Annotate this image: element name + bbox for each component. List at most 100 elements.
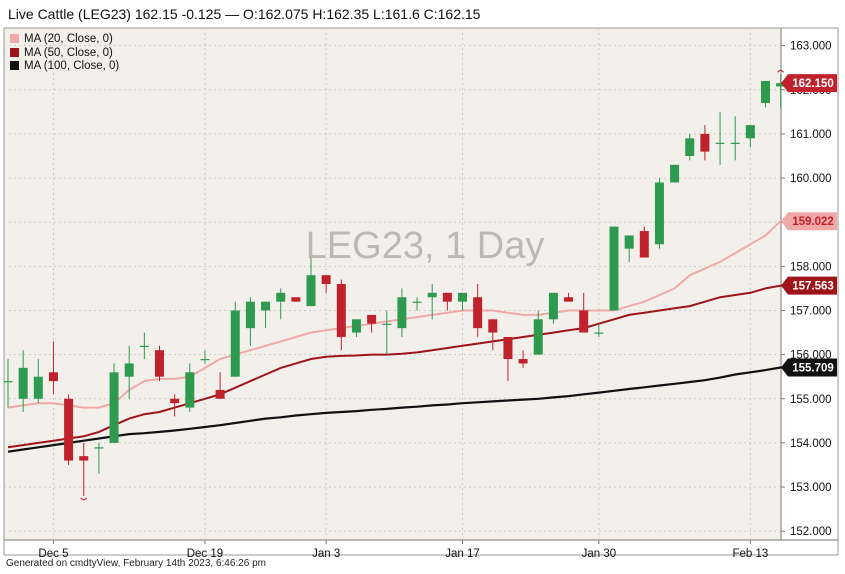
candle-body[interactable] — [427, 292, 437, 298]
price-badge-bg — [781, 212, 837, 231]
ma50-line — [7, 284, 797, 449]
candle-body[interactable] — [79, 456, 89, 461]
candle-body[interactable] — [685, 138, 695, 156]
candle-body[interactable] — [321, 275, 331, 284]
y-tick-label: 160.000 — [790, 173, 832, 185]
candle-body[interactable] — [412, 301, 422, 303]
candle-body[interactable] — [230, 310, 240, 377]
legend-swatch — [10, 61, 19, 70]
legend-swatch — [10, 47, 19, 57]
plot-area[interactable] — [4, 28, 781, 540]
candle-body[interactable] — [185, 372, 195, 408]
candle-body[interactable] — [503, 336, 513, 360]
candle-body[interactable] — [700, 133, 710, 152]
candle-body[interactable] — [609, 226, 619, 311]
candle-body[interactable] — [48, 372, 58, 382]
candle-body[interactable] — [473, 297, 483, 329]
x-tick-label: Jan 30 — [582, 548, 617, 560]
x-tick-label: Jan 3 — [312, 548, 340, 560]
candle-body[interactable] — [397, 297, 407, 329]
y-tick-label: 158.000 — [790, 261, 832, 273]
candle-body[interactable] — [639, 231, 649, 258]
candle-body[interactable] — [564, 297, 574, 302]
candle-body[interactable] — [382, 323, 392, 325]
candle-body[interactable] — [715, 142, 725, 144]
candle-body[interactable] — [155, 350, 164, 377]
candle-body[interactable] — [291, 297, 301, 302]
instrument-title: Live Cattle (LEG23) — [8, 6, 131, 22]
price-badge-label: 159.022 — [792, 216, 834, 228]
candle-body[interactable] — [261, 301, 271, 311]
candle-body[interactable] — [170, 398, 180, 404]
price-badge-label: 155.709 — [792, 362, 834, 374]
price-badge-label: 157.563 — [792, 281, 834, 293]
candle-body[interactable] — [367, 314, 377, 324]
low-marker — [80, 497, 88, 501]
legend-item[interactable]: MA (20, Close, 0) — [10, 33, 113, 45]
candle-body[interactable] — [245, 301, 255, 329]
high-marker — [777, 69, 785, 73]
candle-body[interactable] — [548, 292, 558, 320]
candle-body[interactable] — [276, 292, 286, 302]
legend-swatch — [10, 34, 19, 43]
candle-body[interactable] — [33, 376, 43, 399]
footer-text: Generated on cmdtyView, February 14th 20… — [6, 558, 266, 569]
x-tick-label: Dec 5 — [38, 548, 68, 560]
y-tick-label: 161.000 — [790, 129, 832, 141]
candle-body[interactable] — [139, 345, 149, 347]
price-badge-bg — [781, 74, 837, 93]
candle-body[interactable] — [533, 319, 543, 355]
y-tick-label: 153.000 — [790, 482, 832, 494]
watermark-text: LEG23, 1 Day — [306, 225, 545, 267]
x-tick-label: Dec 19 — [187, 548, 223, 560]
candle-body[interactable] — [730, 142, 740, 144]
x-tick-label: Feb 13 — [732, 548, 768, 560]
y-tick-label: 154.000 — [790, 438, 832, 450]
y-tick-label: 157.000 — [790, 305, 832, 317]
candle-body[interactable] — [654, 182, 664, 245]
candle-body[interactable] — [336, 284, 346, 337]
candle-body[interactable] — [458, 292, 467, 302]
candle-body[interactable] — [670, 164, 680, 183]
candle-body[interactable] — [94, 447, 104, 449]
y-tick-label: 152.000 — [790, 526, 832, 538]
candle-body[interactable] — [306, 275, 316, 307]
candle-body[interactable] — [745, 125, 755, 139]
candle-body[interactable] — [18, 367, 28, 399]
ma100-line — [7, 366, 797, 453]
candle-body[interactable] — [776, 83, 786, 87]
candle-body[interactable] — [215, 389, 225, 399]
candle-body[interactable] — [624, 235, 634, 249]
x-tick-label: Jan 17 — [445, 548, 480, 560]
candle-body[interactable] — [442, 292, 452, 302]
legend-label: MA (50, Close, 0) — [24, 46, 113, 59]
legend-label: MA (20, Close, 0) — [24, 33, 113, 45]
legend-item[interactable]: MA (100, Close, 0) — [10, 60, 119, 72]
candle-body[interactable] — [200, 359, 210, 361]
candle-body[interactable] — [64, 398, 74, 461]
price-badge-bg — [781, 358, 837, 377]
price-badge: 159.022 — [781, 212, 837, 231]
chart-header: Live Cattle (LEG23) 162.15 -0.125 — O:16… — [8, 6, 480, 22]
legend-label: MA (100, Close, 0) — [24, 60, 120, 72]
price-badge: 155.709 — [781, 358, 837, 377]
ohlc-readout: — O:162.075 H:162.35 L:161.6 C:162.15 — [225, 6, 481, 22]
price-badge: 162.150 — [781, 74, 837, 93]
candle-body[interactable] — [109, 372, 119, 443]
y-tick-label: 155.000 — [790, 394, 832, 406]
candle-body[interactable] — [761, 80, 770, 104]
candle-body[interactable] — [594, 332, 604, 334]
price-badge: 157.563 — [781, 276, 837, 295]
legend-item[interactable]: MA (50, Close, 0) — [10, 47, 113, 59]
candle-body[interactable] — [518, 359, 528, 364]
candle-body[interactable] — [124, 363, 134, 377]
y-tick-label: 163.000 — [790, 41, 832, 53]
price-badge-bg — [781, 276, 837, 295]
candle-body[interactable] — [488, 319, 498, 333]
price-change: -0.125 — [181, 6, 222, 22]
candle-body[interactable] — [3, 381, 13, 383]
candle-body[interactable] — [351, 319, 361, 333]
candle-body[interactable] — [579, 310, 589, 333]
